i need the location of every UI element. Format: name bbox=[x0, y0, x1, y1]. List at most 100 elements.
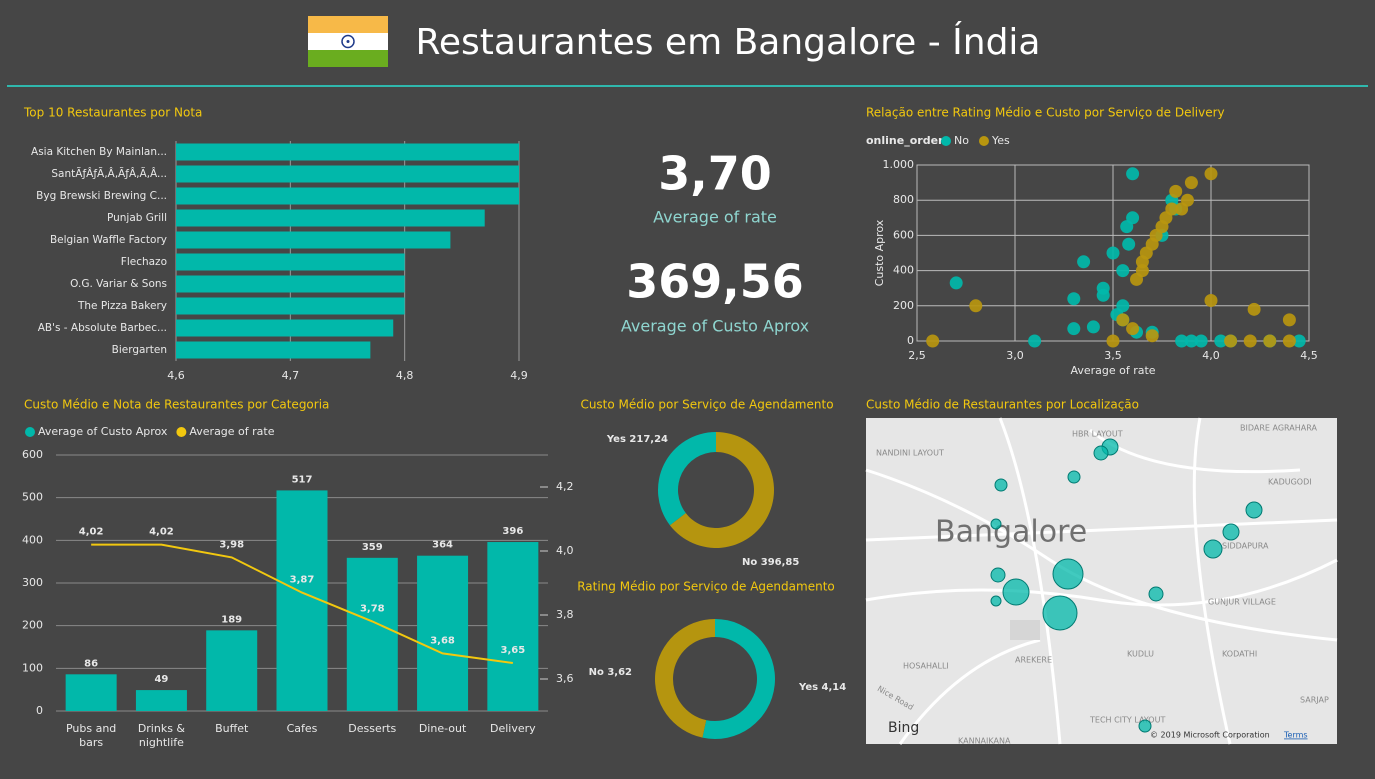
data-label: 3,65 bbox=[501, 645, 526, 656]
point bbox=[1204, 294, 1218, 308]
point bbox=[1184, 334, 1198, 348]
point bbox=[1282, 334, 1296, 348]
place-label: SARJAP bbox=[1300, 696, 1329, 705]
chart-title: Rating Médio por Serviço de Agendamento bbox=[577, 580, 835, 594]
point bbox=[1169, 184, 1183, 198]
x-tick-label: 4,5 bbox=[1300, 349, 1318, 362]
legend-label: Yes bbox=[991, 134, 1010, 147]
flag bbox=[308, 16, 388, 67]
map-provider: Bing bbox=[888, 720, 919, 736]
x-tick-label: 2,5 bbox=[908, 349, 926, 362]
point bbox=[1067, 322, 1081, 336]
donut-slice bbox=[702, 619, 775, 740]
y-tick-label: 600 bbox=[22, 448, 43, 461]
place-label: GUNJUR VILLAGE bbox=[1208, 598, 1276, 607]
slice-value: 217,24 bbox=[629, 434, 668, 445]
x-tick-label-box: Dine-out bbox=[419, 722, 466, 735]
slice-category: No bbox=[589, 667, 604, 678]
point bbox=[1106, 246, 1120, 260]
place-label: KANNAIKANA bbox=[958, 737, 1011, 746]
bar bbox=[176, 319, 394, 337]
legend-label: Average of rate bbox=[189, 425, 274, 438]
point bbox=[926, 334, 940, 348]
x-tick-label-box: Desserts bbox=[348, 722, 396, 735]
bar bbox=[346, 557, 398, 711]
place-label: SIDDAPURA bbox=[1222, 542, 1269, 551]
data-label: 4,02 bbox=[79, 527, 104, 538]
bar bbox=[65, 674, 117, 711]
y-tick-label: 0 bbox=[36, 704, 43, 717]
y-tick-label: 400 bbox=[893, 264, 914, 277]
legend-swatch bbox=[978, 136, 989, 146]
data-label: 396 bbox=[502, 526, 523, 537]
point bbox=[949, 276, 963, 290]
bar bbox=[176, 187, 519, 205]
place-label: BIDARE AGRAHARA bbox=[1240, 424, 1317, 433]
point bbox=[1126, 322, 1140, 336]
bar bbox=[276, 490, 328, 711]
point bbox=[1243, 334, 1257, 348]
point bbox=[1204, 167, 1218, 181]
y2-tick-label: 4,2 bbox=[556, 480, 574, 493]
x-tick-label: 4,8 bbox=[396, 369, 414, 382]
x-tick-label: 3,0 bbox=[1006, 349, 1024, 362]
y-axis-label: Custo Aprox bbox=[873, 219, 886, 286]
point bbox=[1194, 334, 1208, 348]
point bbox=[969, 299, 983, 313]
point bbox=[1247, 302, 1261, 316]
point bbox=[1282, 313, 1296, 327]
x-tick-label: 4,7 bbox=[282, 369, 300, 382]
slice-value: 396,85 bbox=[761, 557, 800, 568]
point bbox=[1086, 320, 1100, 334]
x-tick-label-box: Pubs and bars bbox=[65, 722, 117, 749]
bar bbox=[176, 253, 405, 271]
page-title: Restaurantes em Bangalore - Índia bbox=[416, 21, 1041, 63]
legend-swatch bbox=[941, 136, 951, 146]
chart-title: Custo Médio e Nota de Restaurantes por C… bbox=[24, 398, 329, 412]
y-tick-label: SantÃƒÂƒÃ‚Â‚ÃƒÂ‚Ã‚Â... bbox=[51, 167, 167, 180]
place-label: AREKERE bbox=[1015, 656, 1052, 665]
point bbox=[1067, 292, 1081, 306]
bar bbox=[176, 297, 405, 315]
place-label: KODATHI bbox=[1222, 650, 1257, 659]
slice-label: Yes 4,14 bbox=[798, 682, 846, 693]
x-tick-label: Pubs and bars bbox=[65, 722, 117, 749]
map-terms[interactable]: Terms bbox=[1283, 731, 1308, 740]
place-label: HBR LAYOUT bbox=[1072, 430, 1123, 439]
legend-label: Average of Custo Aprox bbox=[38, 425, 168, 438]
x-tick-label-box: Cafes bbox=[286, 722, 318, 735]
y-tick-label: O.G. Variar & Sons bbox=[70, 278, 167, 290]
legend-swatch bbox=[176, 427, 187, 437]
y-tick-label: Punjab Grill bbox=[107, 212, 167, 224]
data-label: 3,87 bbox=[290, 575, 315, 586]
place-label: Bangalore bbox=[935, 515, 1087, 550]
place-label: HOSAHALLI bbox=[903, 662, 949, 671]
map-copyright: © 2019 Microsoft Corporation bbox=[1150, 731, 1270, 740]
point bbox=[1165, 202, 1179, 216]
point bbox=[1122, 237, 1136, 251]
y-tick-label: Byg Brewski Brewing C... bbox=[36, 190, 167, 202]
chart-title: Top 10 Restaurantes por Nota bbox=[23, 106, 202, 120]
x-tick-label: 4,0 bbox=[1202, 349, 1220, 362]
x-tick-label-box: Drinks & nightlife bbox=[138, 722, 185, 749]
place-label: TECH CITY LAYOUT bbox=[1089, 716, 1165, 725]
chart-title: Relação entre Rating Médio e Custo por S… bbox=[866, 106, 1225, 120]
map-title: Custo Médio de Restaurantes por Localiza… bbox=[866, 398, 1139, 412]
data-label: 3,98 bbox=[219, 539, 244, 550]
point bbox=[1214, 334, 1228, 348]
x-axis-label: Average of rate bbox=[1070, 364, 1155, 377]
y-tick-label: 500 bbox=[22, 491, 43, 504]
bar bbox=[206, 630, 258, 711]
x-tick-label-box: Buffet bbox=[215, 722, 249, 735]
legend-label: No bbox=[954, 134, 969, 147]
bar bbox=[135, 690, 187, 711]
x-tick-label: Buffet bbox=[215, 722, 249, 735]
bar bbox=[487, 542, 539, 711]
donut-slice bbox=[669, 432, 774, 548]
y-tick-label: Flechazo bbox=[121, 256, 167, 268]
point bbox=[1180, 193, 1194, 207]
y-tick-label: 200 bbox=[893, 299, 914, 312]
place-label: KADUGODI bbox=[1268, 478, 1312, 487]
x-tick-label: Cafes bbox=[286, 722, 318, 735]
